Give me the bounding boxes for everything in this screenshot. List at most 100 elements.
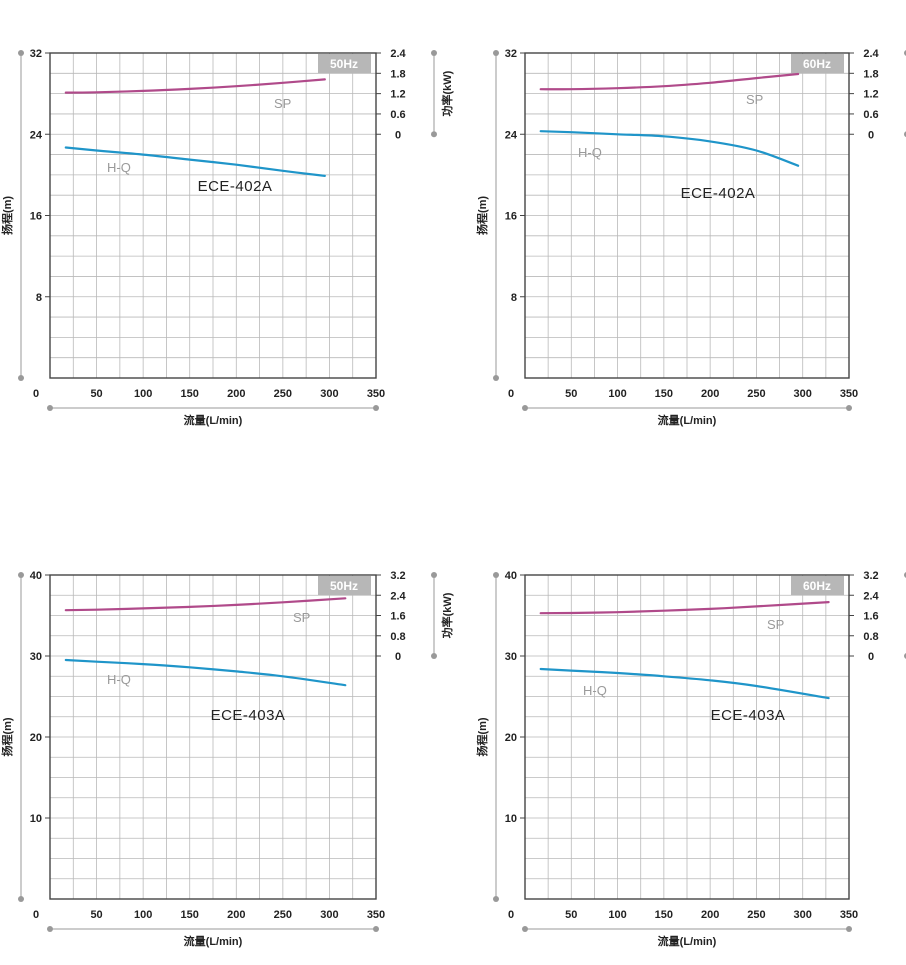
- y2-tick-label: 0: [868, 651, 874, 663]
- sp-curve-label: SP: [767, 617, 784, 632]
- axis-end-dot: [373, 926, 379, 932]
- axis-end-dot: [522, 405, 528, 411]
- sp-curve: [64, 597, 347, 612]
- y-axis-title: 扬程(m): [0, 196, 14, 235]
- hq-curve: [539, 667, 830, 700]
- hq-curve-label: H-Q: [578, 145, 602, 160]
- frequency-label: 50Hz: [330, 57, 358, 71]
- y2-tick-label: 2.4: [863, 48, 879, 60]
- y2-tick-label: 0.6: [390, 109, 405, 121]
- axis-end-dot: [493, 375, 499, 381]
- y2-tick-label: 0: [395, 651, 401, 663]
- x-tick-label: 350: [840, 909, 858, 921]
- frequency-label: 60Hz: [803, 579, 831, 593]
- axis-end-dot: [431, 572, 437, 578]
- x-tick-label: 300: [794, 388, 812, 400]
- chart-panel-2: 0 8 16 24 32 扬程(m) 50 100 150 200 250 300 350 流量(L/mi…: [475, 48, 906, 427]
- sp-curve-label: SP: [746, 92, 763, 107]
- hq-curve-label: H-Q: [107, 160, 131, 175]
- y2-tick-label: 1.8: [863, 68, 878, 80]
- frequency-badge: [318, 54, 371, 73]
- x-axis-title: 流量(L/min): [184, 934, 243, 948]
- y2-tick-label: 3.2: [863, 570, 878, 582]
- sp-curve: [539, 72, 800, 91]
- frequency-badge: [318, 576, 371, 595]
- y-tick-label: 20: [505, 732, 517, 744]
- sp-curve: [539, 601, 830, 615]
- y-tick-label: 40: [505, 570, 517, 582]
- hq-curve-label: H-Q: [107, 672, 131, 687]
- hq-curve: [539, 130, 800, 167]
- x-tick-label: 200: [227, 909, 245, 921]
- model-name: ECE-403A: [211, 707, 286, 724]
- sp-curve: [64, 78, 326, 94]
- sp-curve-label: SP: [274, 96, 291, 111]
- y-tick-label: 30: [30, 651, 42, 663]
- y-tick-label: 0: [33, 388, 39, 400]
- axis-end-dot: [18, 572, 24, 578]
- y2-tick-label: 1.2: [390, 89, 405, 101]
- y2-tick-label: 0.6: [863, 109, 878, 121]
- axis-end-dot: [846, 405, 852, 411]
- x-tick-label: 250: [747, 388, 765, 400]
- y-tick-label: 20: [30, 732, 42, 744]
- y-tick-label: 24: [30, 129, 43, 141]
- model-name: ECE-402A: [198, 178, 273, 195]
- y-axis-title: 扬程(m): [475, 717, 489, 756]
- axis-end-dot: [18, 50, 24, 56]
- y-tick-label: 24: [505, 129, 518, 141]
- axis-end-dot: [493, 572, 499, 578]
- y2-axis-title: 功率(kW): [440, 70, 454, 116]
- y2-axis-title: 功率(kW): [440, 592, 454, 638]
- axis-end-dot: [47, 926, 53, 932]
- axis-end-dot: [493, 896, 499, 902]
- x-tick-label: 250: [274, 388, 292, 400]
- axis-end-dot: [522, 926, 528, 932]
- x-tick-label: 100: [608, 388, 626, 400]
- model-name: ECE-402A: [681, 185, 756, 202]
- x-tick-label: 300: [320, 388, 338, 400]
- axis-end-dot: [373, 405, 379, 411]
- y-tick-label: 8: [36, 292, 42, 304]
- x-tick-label: 350: [840, 388, 858, 400]
- y-tick-label: 40: [30, 570, 42, 582]
- y-tick-label: 32: [30, 48, 42, 60]
- x-tick-label: 150: [181, 388, 199, 400]
- axis-end-dot: [18, 375, 24, 381]
- y2-tick-label: 0: [868, 129, 874, 141]
- x-tick-label: 50: [90, 909, 102, 921]
- axis-end-dot: [431, 653, 437, 659]
- x-tick-label: 250: [274, 909, 292, 921]
- hq-curve: [64, 146, 326, 177]
- y2-tick-label: 3.2: [390, 570, 405, 582]
- y-tick-label: 10: [505, 813, 517, 825]
- axis-end-dot: [18, 896, 24, 902]
- x-tick-label: 50: [90, 388, 102, 400]
- y-tick-label: 32: [505, 48, 517, 60]
- frequency-label: 60Hz: [803, 57, 831, 71]
- x-tick-label: 300: [794, 909, 812, 921]
- x-tick-label: 100: [134, 909, 152, 921]
- x-axis-title: 流量(L/min): [658, 413, 717, 427]
- x-tick-label: 350: [367, 388, 385, 400]
- x-tick-label: 200: [227, 388, 245, 400]
- y2-tick-label: 2.4: [390, 48, 406, 60]
- x-tick-label: 50: [565, 909, 577, 921]
- x-tick-label: 300: [320, 909, 338, 921]
- y2-tick-label: 0.8: [863, 631, 878, 643]
- y2-tick-label: 1.6: [863, 611, 878, 623]
- x-tick-label: 150: [655, 909, 673, 921]
- y-axis-title: 扬程(m): [0, 717, 14, 756]
- x-tick-label: 200: [701, 909, 719, 921]
- y-tick-label: 16: [30, 211, 42, 223]
- y-tick-label: 8: [511, 292, 517, 304]
- x-tick-label: 250: [747, 909, 765, 921]
- hq-curve: [64, 658, 347, 687]
- chart-panel-4: 0 10 20 30 40 扬程(m) 50 100 150 200 250 300 350 流量(L/m…: [475, 570, 906, 948]
- y-tick-label: 10: [30, 813, 42, 825]
- x-tick-label: 200: [701, 388, 719, 400]
- x-tick-label: 350: [367, 909, 385, 921]
- hq-curve-label: H-Q: [583, 683, 607, 698]
- sp-curve-label: SP: [293, 610, 310, 625]
